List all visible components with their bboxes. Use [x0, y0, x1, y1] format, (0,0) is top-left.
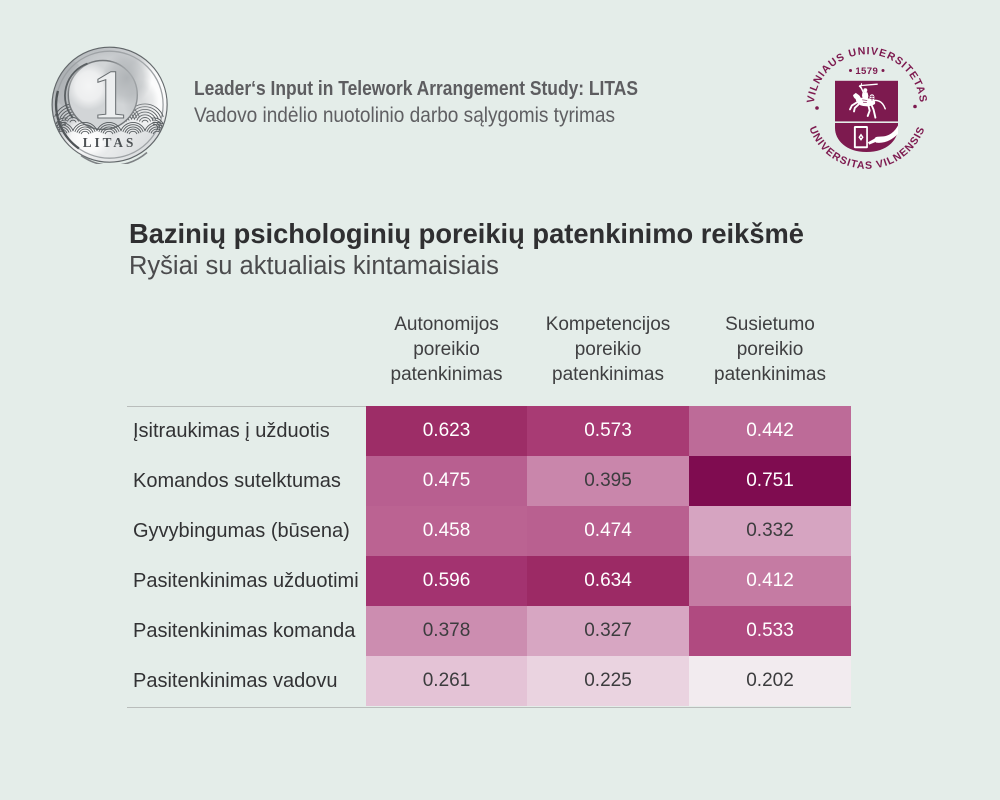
svg-text:1: 1 [92, 57, 127, 134]
svg-text:1579: 1579 [855, 66, 878, 77]
svg-text:LITAS: LITAS [83, 135, 137, 150]
